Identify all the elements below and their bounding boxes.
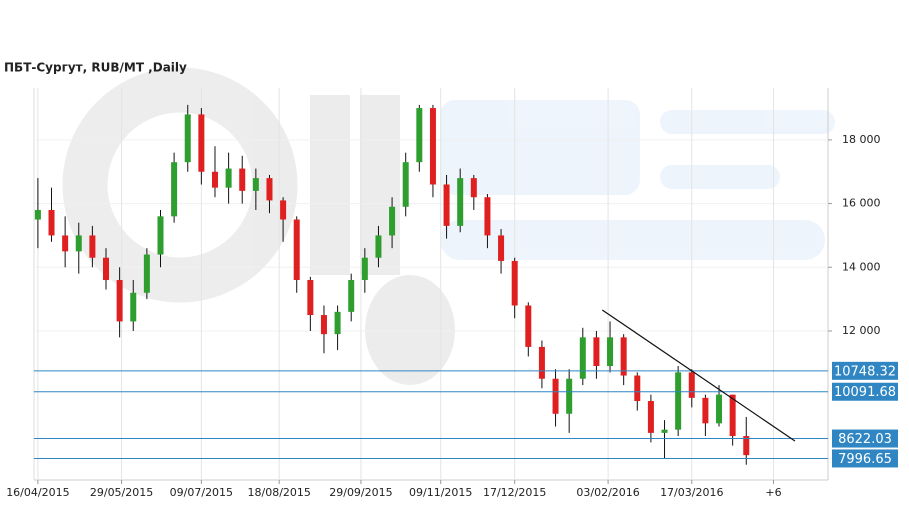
candle-body (457, 178, 464, 226)
x-tick-label: +6 (765, 486, 781, 499)
candle-body (184, 114, 191, 163)
candle-body (429, 108, 436, 185)
x-tick-label: 18/08/2015 (248, 486, 311, 499)
candle-body (62, 235, 69, 252)
candle-body (593, 337, 600, 366)
level-label-box (832, 361, 898, 380)
level-label: 10091.68 (834, 385, 896, 400)
level-label-box (832, 382, 898, 401)
candle-body (688, 372, 695, 398)
candle-body (743, 436, 750, 456)
candle-body (280, 200, 287, 220)
candle-body (293, 219, 300, 281)
x-tick-label: 17/03/2016 (660, 486, 723, 499)
level-label-box (832, 429, 898, 448)
x-tick-label: 16/04/2015 (6, 486, 69, 499)
candle-body (89, 235, 96, 258)
candle-body (239, 168, 246, 191)
candle-body (361, 257, 368, 281)
candle-body (620, 337, 627, 376)
candle-body (34, 209, 41, 220)
x-tick-label: 03/02/2016 (576, 486, 639, 499)
candle-body (389, 206, 396, 236)
candle-body (566, 378, 573, 414)
y-tick-label: 18 000 (842, 133, 881, 146)
candle-body (143, 254, 150, 293)
candle-body (252, 178, 259, 191)
x-tick-label: 29/09/2015 (329, 486, 392, 499)
candle-body (103, 257, 110, 281)
candle-body (198, 114, 205, 172)
candle-body (211, 171, 218, 188)
x-tick-label: 29/05/2015 (90, 486, 153, 499)
candle-body (538, 346, 545, 379)
candle-body (702, 397, 709, 424)
candle-body (348, 280, 355, 312)
candle-body (157, 216, 164, 255)
x-tick-label: 09/07/2015 (170, 486, 233, 499)
candle-body (634, 375, 641, 402)
candle-body (484, 197, 491, 236)
candle-body (470, 178, 477, 198)
candle-body (48, 209, 55, 236)
candle-body (130, 292, 137, 322)
trend-line (601, 309, 796, 442)
candle-body (498, 235, 505, 261)
candle-body (171, 162, 178, 217)
level-label: 8622.03 (838, 432, 892, 447)
watermark (62, 67, 835, 385)
candle-body (266, 178, 273, 201)
candle-body (647, 401, 654, 433)
candle-body (511, 260, 518, 306)
x-tick-label: 09/11/2015 (409, 486, 472, 499)
candle-body (375, 235, 382, 258)
candle-body (320, 315, 327, 335)
chart-title: ПБТ-Сургут, RUB/MT ,Daily (4, 61, 187, 75)
candle-body (334, 311, 341, 335)
candle-body (75, 235, 82, 252)
x-tick-label: 17/12/2015 (483, 486, 546, 499)
candle-body (716, 394, 723, 424)
candle-body (525, 305, 532, 347)
y-tick-label: 14 000 (842, 260, 881, 273)
y-tick-label: 12 000 (842, 324, 881, 337)
level-label: 7996.65 (838, 452, 892, 467)
candle-body (729, 394, 736, 437)
candle-body (416, 108, 423, 163)
candle-body (661, 429, 668, 433)
level-label: 10748.32 (834, 364, 896, 379)
candle-body (402, 162, 409, 207)
candle-body (225, 168, 232, 188)
y-tick-label: 16 000 (842, 197, 881, 210)
level-label-box (832, 449, 898, 468)
candle-body (675, 372, 682, 430)
candle-body (607, 337, 614, 366)
candle-body (443, 184, 450, 226)
candle-body (116, 280, 123, 322)
candle-body (552, 378, 559, 414)
candle-body (307, 280, 314, 316)
candle-body (579, 337, 586, 379)
